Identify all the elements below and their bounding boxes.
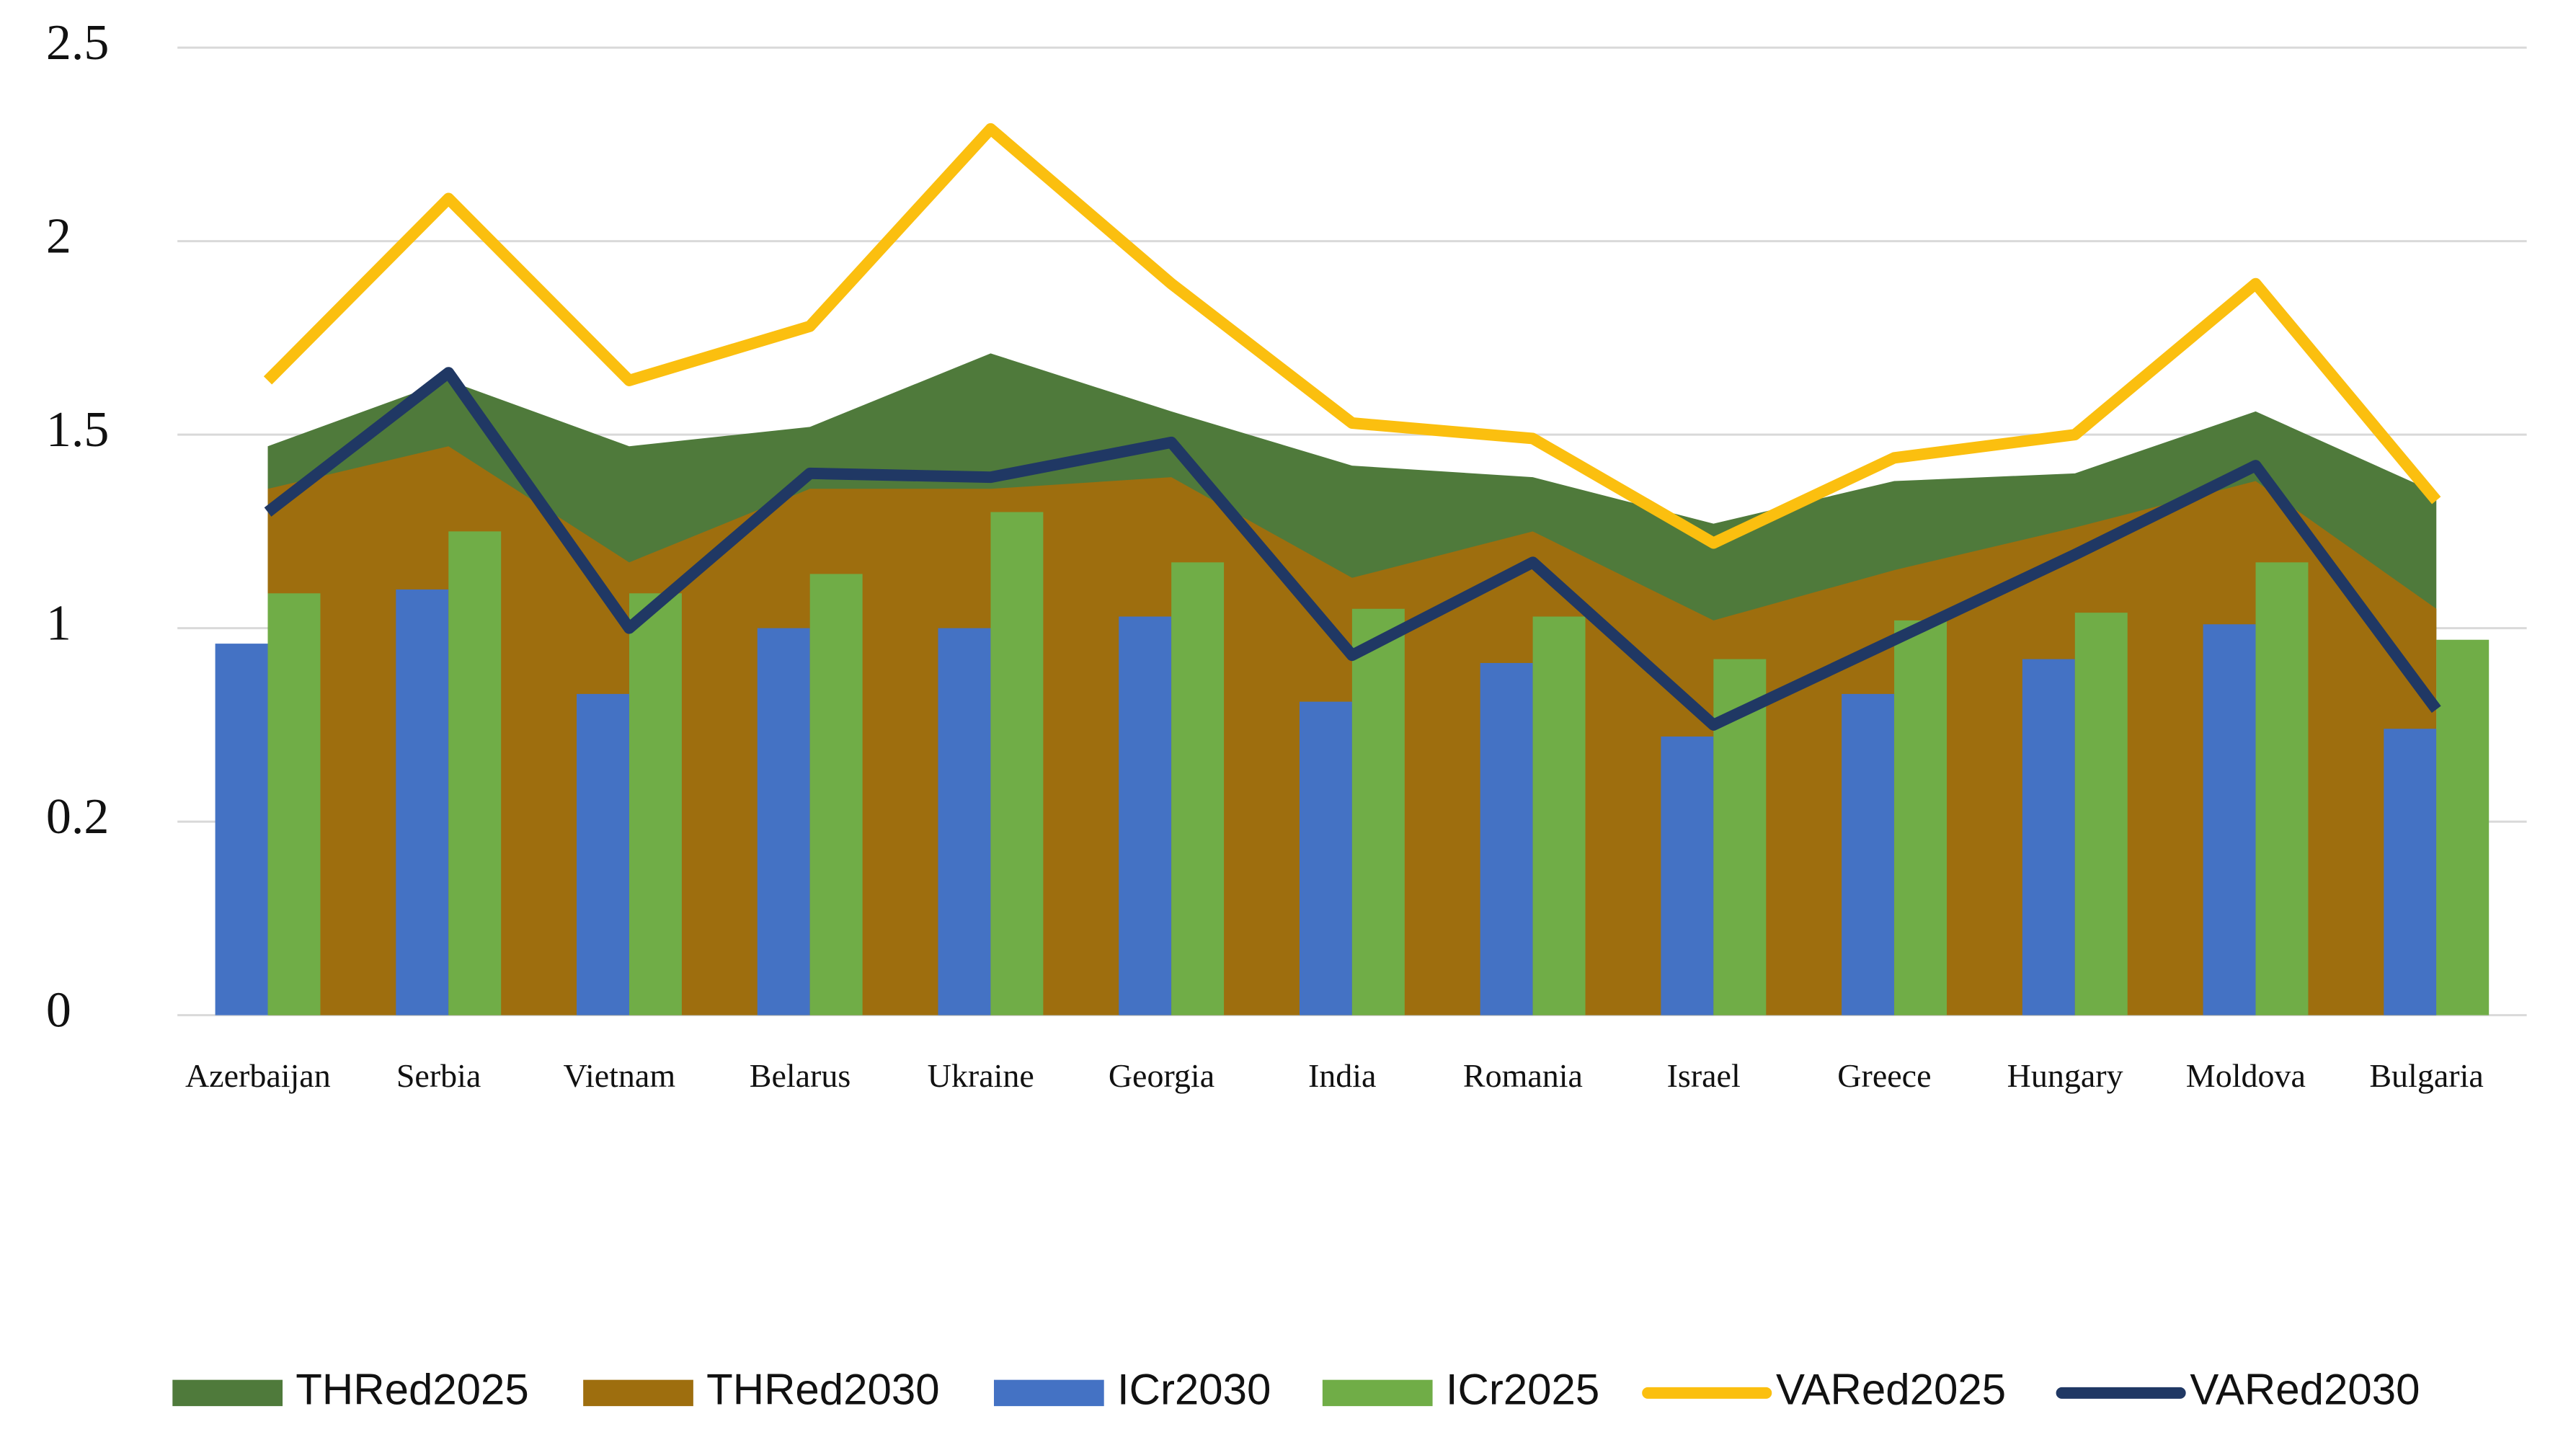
legend-swatch — [993, 1379, 1104, 1407]
bar — [2384, 729, 2437, 1015]
bar — [2255, 562, 2309, 1015]
bar — [629, 593, 682, 1015]
bar — [2074, 613, 2128, 1015]
x-tick-label: Greece — [1837, 1057, 1931, 1094]
bar — [1171, 562, 1225, 1015]
bar — [396, 589, 449, 1015]
bar — [809, 574, 863, 1015]
legend-swatch — [1322, 1379, 1433, 1407]
bar — [1842, 693, 1895, 1015]
legend-label: VARed2030 — [2190, 1366, 2420, 1414]
y-tick-label: 0.2 — [46, 789, 110, 845]
legend-swatch — [172, 1379, 283, 1407]
bar — [1480, 662, 1533, 1015]
bar — [1299, 701, 1352, 1015]
bar — [267, 593, 321, 1015]
bar — [1351, 608, 1405, 1015]
legend-label: THRed2030 — [706, 1366, 940, 1414]
y-tick-label: 2 — [46, 209, 71, 264]
legend-label: VARed2025 — [1776, 1366, 2006, 1414]
x-tick-label: Hungary — [2007, 1057, 2123, 1094]
y-tick-label: 0 — [46, 983, 71, 1038]
bar — [990, 512, 1044, 1015]
legend-label: ICr2030 — [1117, 1366, 1271, 1414]
legend-label: THRed2025 — [296, 1366, 529, 1414]
bar — [215, 644, 268, 1015]
bar — [1119, 616, 1172, 1015]
bar — [448, 531, 502, 1015]
y-tick-label: 2.5 — [46, 15, 110, 71]
x-tick-label: Georgia — [1109, 1057, 1214, 1094]
x-tick-label: Moldova — [2186, 1057, 2306, 1094]
y-tick-label: 1.5 — [46, 402, 110, 458]
bar — [938, 628, 991, 1015]
bar — [1661, 736, 1714, 1015]
bar — [2022, 659, 2075, 1015]
x-tick-label: Ukraine — [928, 1057, 1034, 1094]
bar — [2436, 639, 2490, 1015]
x-tick-label: Serbia — [396, 1057, 481, 1094]
legend-label: ICr2025 — [1446, 1366, 1599, 1414]
bar — [577, 693, 629, 1015]
x-tick-label: India — [1308, 1057, 1377, 1094]
x-tick-label: Vietnam — [563, 1057, 675, 1094]
legend-swatch — [583, 1379, 693, 1407]
bar — [1894, 620, 1947, 1015]
x-tick-label: Belarus — [750, 1057, 851, 1094]
y-tick-label: 1 — [46, 596, 71, 651]
line — [264, 367, 2441, 731]
line — [263, 123, 2441, 549]
bar — [757, 628, 810, 1015]
bar — [2203, 624, 2256, 1015]
x-tick-label: Bulgaria — [2369, 1057, 2483, 1094]
x-tick-label: Azerbaijan — [185, 1057, 331, 1094]
bar — [1532, 616, 1586, 1015]
x-tick-label: Israel — [1667, 1057, 1741, 1094]
x-tick-label: Romania — [1463, 1057, 1583, 1094]
